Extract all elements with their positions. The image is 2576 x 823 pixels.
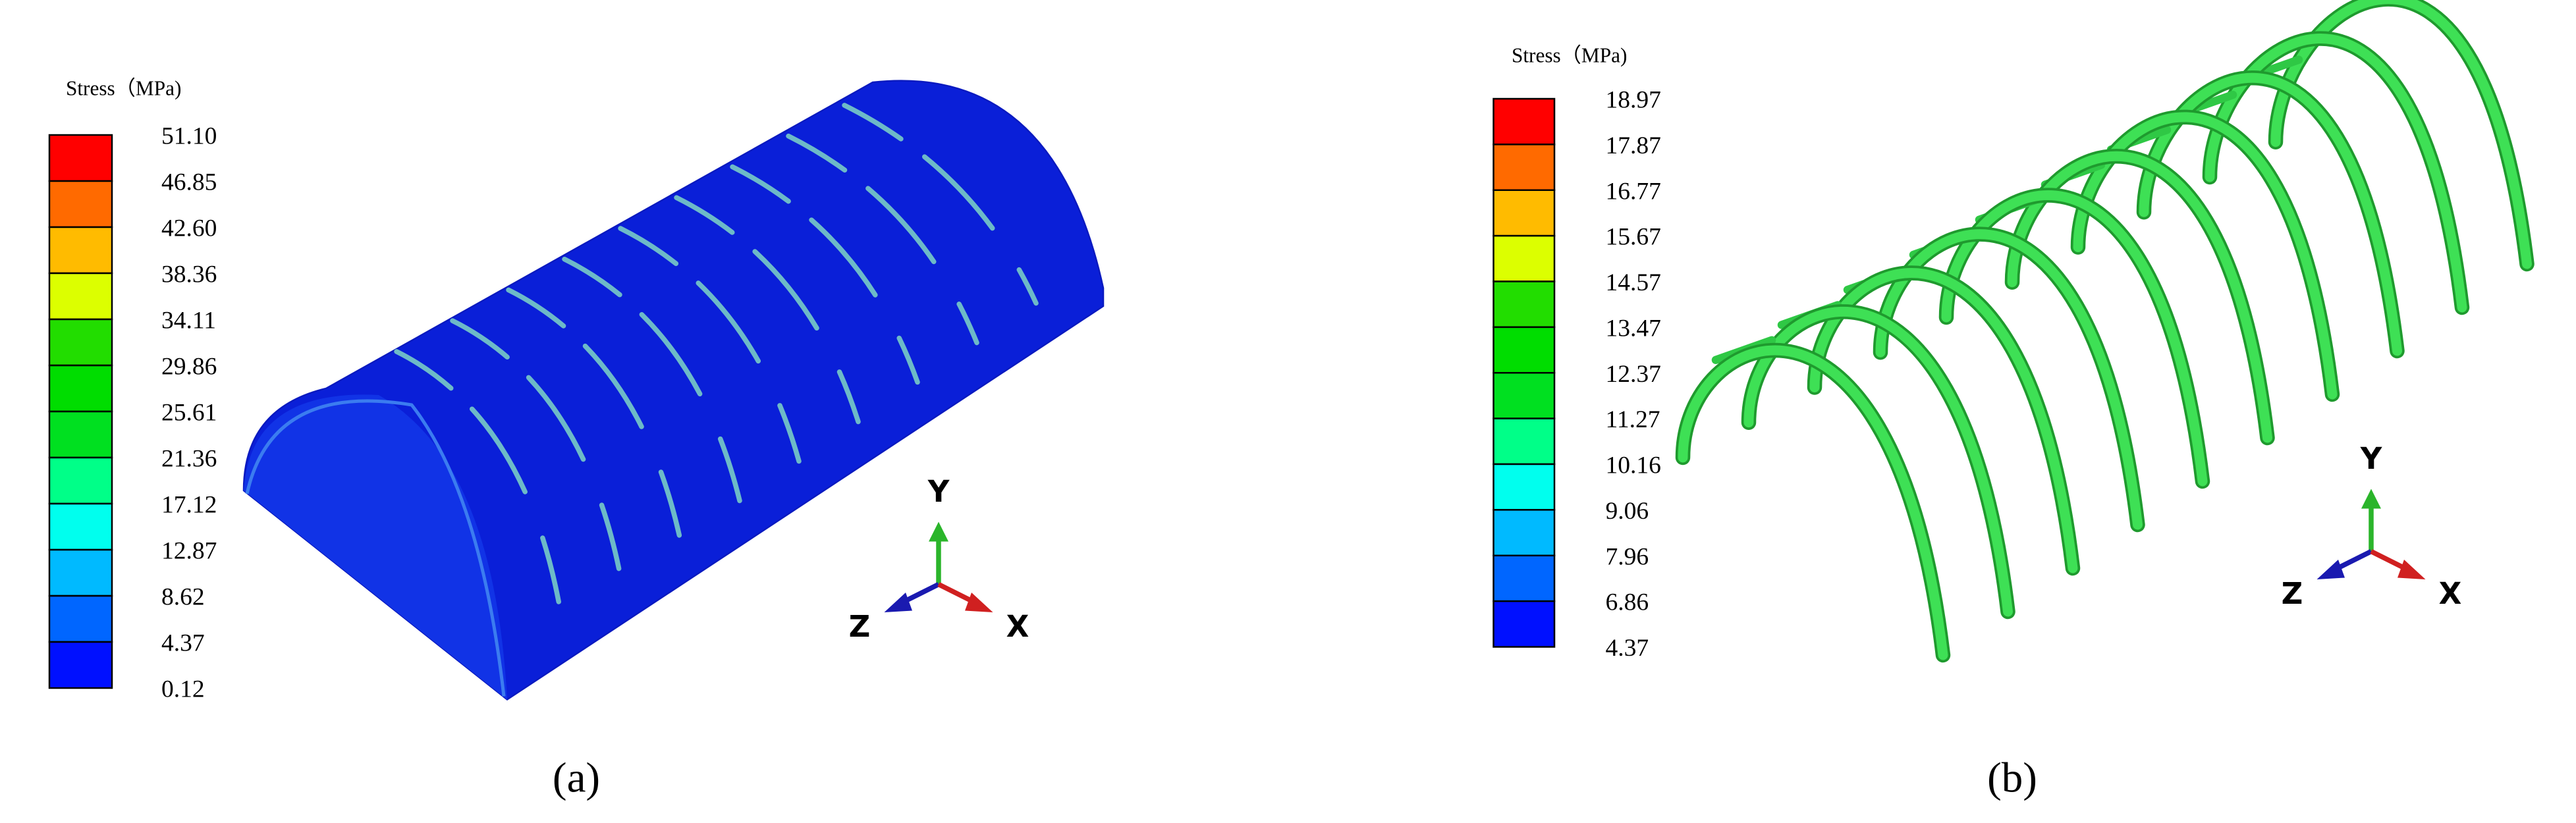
- legend-label: 25.61: [161, 400, 217, 427]
- legend-swatch: [1493, 189, 1556, 237]
- legend-swatch: [48, 364, 113, 413]
- axis-z: [2334, 549, 2372, 572]
- legend-swatch: [48, 272, 113, 321]
- legend-label: 34.11: [161, 307, 216, 334]
- legend-title: Stress（MPa): [66, 77, 181, 100]
- axis-label: X: [1006, 609, 1029, 644]
- arch: [2139, 72, 2402, 356]
- legend-label: 0.12: [161, 676, 205, 703]
- axis-z: [901, 582, 940, 605]
- legend-label: 46.85: [161, 169, 217, 196]
- arch: [1941, 190, 2208, 487]
- axis-x-head: [965, 593, 993, 612]
- rib-highlight: [842, 103, 1039, 306]
- axis-triad: Y Z X: [849, 474, 1029, 644]
- legend-label: 17.87: [1606, 132, 1661, 159]
- legend-label: 13.47: [1606, 315, 1661, 342]
- legend-swatch: [1493, 463, 1556, 511]
- arch: [1809, 268, 2078, 573]
- legend-label: 51.10: [161, 123, 217, 150]
- axis-x-head: [2398, 560, 2426, 579]
- legend: Stress（MPa) 51.10 46.85 42.60 38.36 34.11 29.8…: [48, 77, 217, 703]
- legend-swatch: [1493, 144, 1556, 191]
- legend-swatch: [48, 502, 113, 551]
- legend-label: 21.36: [161, 446, 217, 473]
- legend-swatch: [48, 410, 113, 459]
- tunnel-lining: [242, 80, 1105, 701]
- legend-swatch: [1493, 417, 1556, 465]
- rib-highlight: [394, 349, 564, 622]
- axis-x: [2370, 549, 2409, 572]
- legend-swatch: [48, 318, 113, 367]
- legend-swatch: [48, 595, 113, 643]
- axis-label: Y: [2360, 441, 2383, 476]
- legend-label: 4.37: [1606, 635, 1649, 662]
- legend-swatch: [1493, 234, 1556, 282]
- rib-highlight: [618, 226, 802, 464]
- arch-outline: [1675, 342, 1951, 663]
- rib-highlight: [562, 256, 742, 504]
- axis-triad: Y Z X: [2282, 441, 2462, 611]
- figure-content: Stress（MPa) 51.10 46.85 42.60 38.36 34.11 29.8…: [48, 0, 2535, 801]
- legend-label: 38.36: [161, 261, 217, 288]
- axis-y-head: [2361, 489, 2381, 509]
- legend-label: 18.97: [1606, 87, 1661, 114]
- legend-swatch: [1493, 554, 1556, 602]
- axis-label: Z: [2282, 576, 2303, 611]
- axis-x: [937, 582, 976, 605]
- legend-swatch: [1493, 97, 1556, 146]
- legend-label: 4.37: [161, 630, 205, 657]
- arch: [2073, 112, 2338, 400]
- legend-swatch: [1493, 509, 1556, 556]
- caption: (a): [553, 754, 600, 801]
- steel-arches: [1675, 0, 2535, 663]
- legend-label: 7.96: [1606, 543, 1649, 570]
- legend-swatch: [48, 548, 113, 597]
- legend: Stress（MPa) 18.97 17.87 16.77 15.67 14.57 13.4…: [1493, 44, 1661, 662]
- legend-label: 12.37: [1606, 361, 1661, 388]
- legend-label: 10.16: [1606, 452, 1661, 479]
- axis-label: X: [2439, 576, 2462, 611]
- rib-highlight: [450, 318, 624, 583]
- arch: [1678, 345, 1948, 660]
- legend-swatch: [48, 134, 113, 182]
- axis-z-head: [884, 593, 912, 612]
- legend-label: 12.87: [161, 538, 217, 565]
- legend-label: 29.86: [161, 354, 217, 381]
- legend-swatch: [1493, 326, 1556, 374]
- legend-title: Stress（MPa): [1512, 44, 1627, 67]
- rib-highlight: [674, 195, 861, 425]
- legend-swatch: [1493, 372, 1556, 419]
- legend-label: 8.62: [161, 584, 205, 611]
- legend-label: 15.67: [1606, 224, 1661, 251]
- legend-swatch: [48, 180, 113, 228]
- legend-label: 17.12: [161, 492, 217, 519]
- axis-label: Z: [849, 609, 871, 644]
- axis-label: Y: [927, 474, 950, 509]
- legend-swatch: [1493, 280, 1556, 329]
- rib-highlight: [730, 164, 920, 385]
- axis-y-head: [929, 521, 948, 542]
- legend-swatch: [48, 226, 113, 275]
- legend-label: 14.57: [1606, 269, 1661, 296]
- legend-label: 42.60: [161, 215, 217, 242]
- legend-label: 9.06: [1606, 498, 1649, 525]
- rib-highlight: [506, 287, 683, 543]
- legend-swatch: [1493, 600, 1556, 648]
- arch: [2007, 151, 2272, 443]
- legend-swatch: [48, 456, 113, 505]
- rib-highlight: [786, 133, 979, 346]
- axis-z-head: [2316, 560, 2345, 579]
- legend-label: 16.77: [1606, 178, 1661, 205]
- legend-label: 6.86: [1606, 589, 1649, 616]
- legend-label: 11.27: [1606, 406, 1660, 433]
- arch: [1875, 229, 2143, 530]
- arch: [1743, 306, 2013, 617]
- legend-swatch: [48, 641, 113, 689]
- caption: (b): [1987, 754, 2037, 801]
